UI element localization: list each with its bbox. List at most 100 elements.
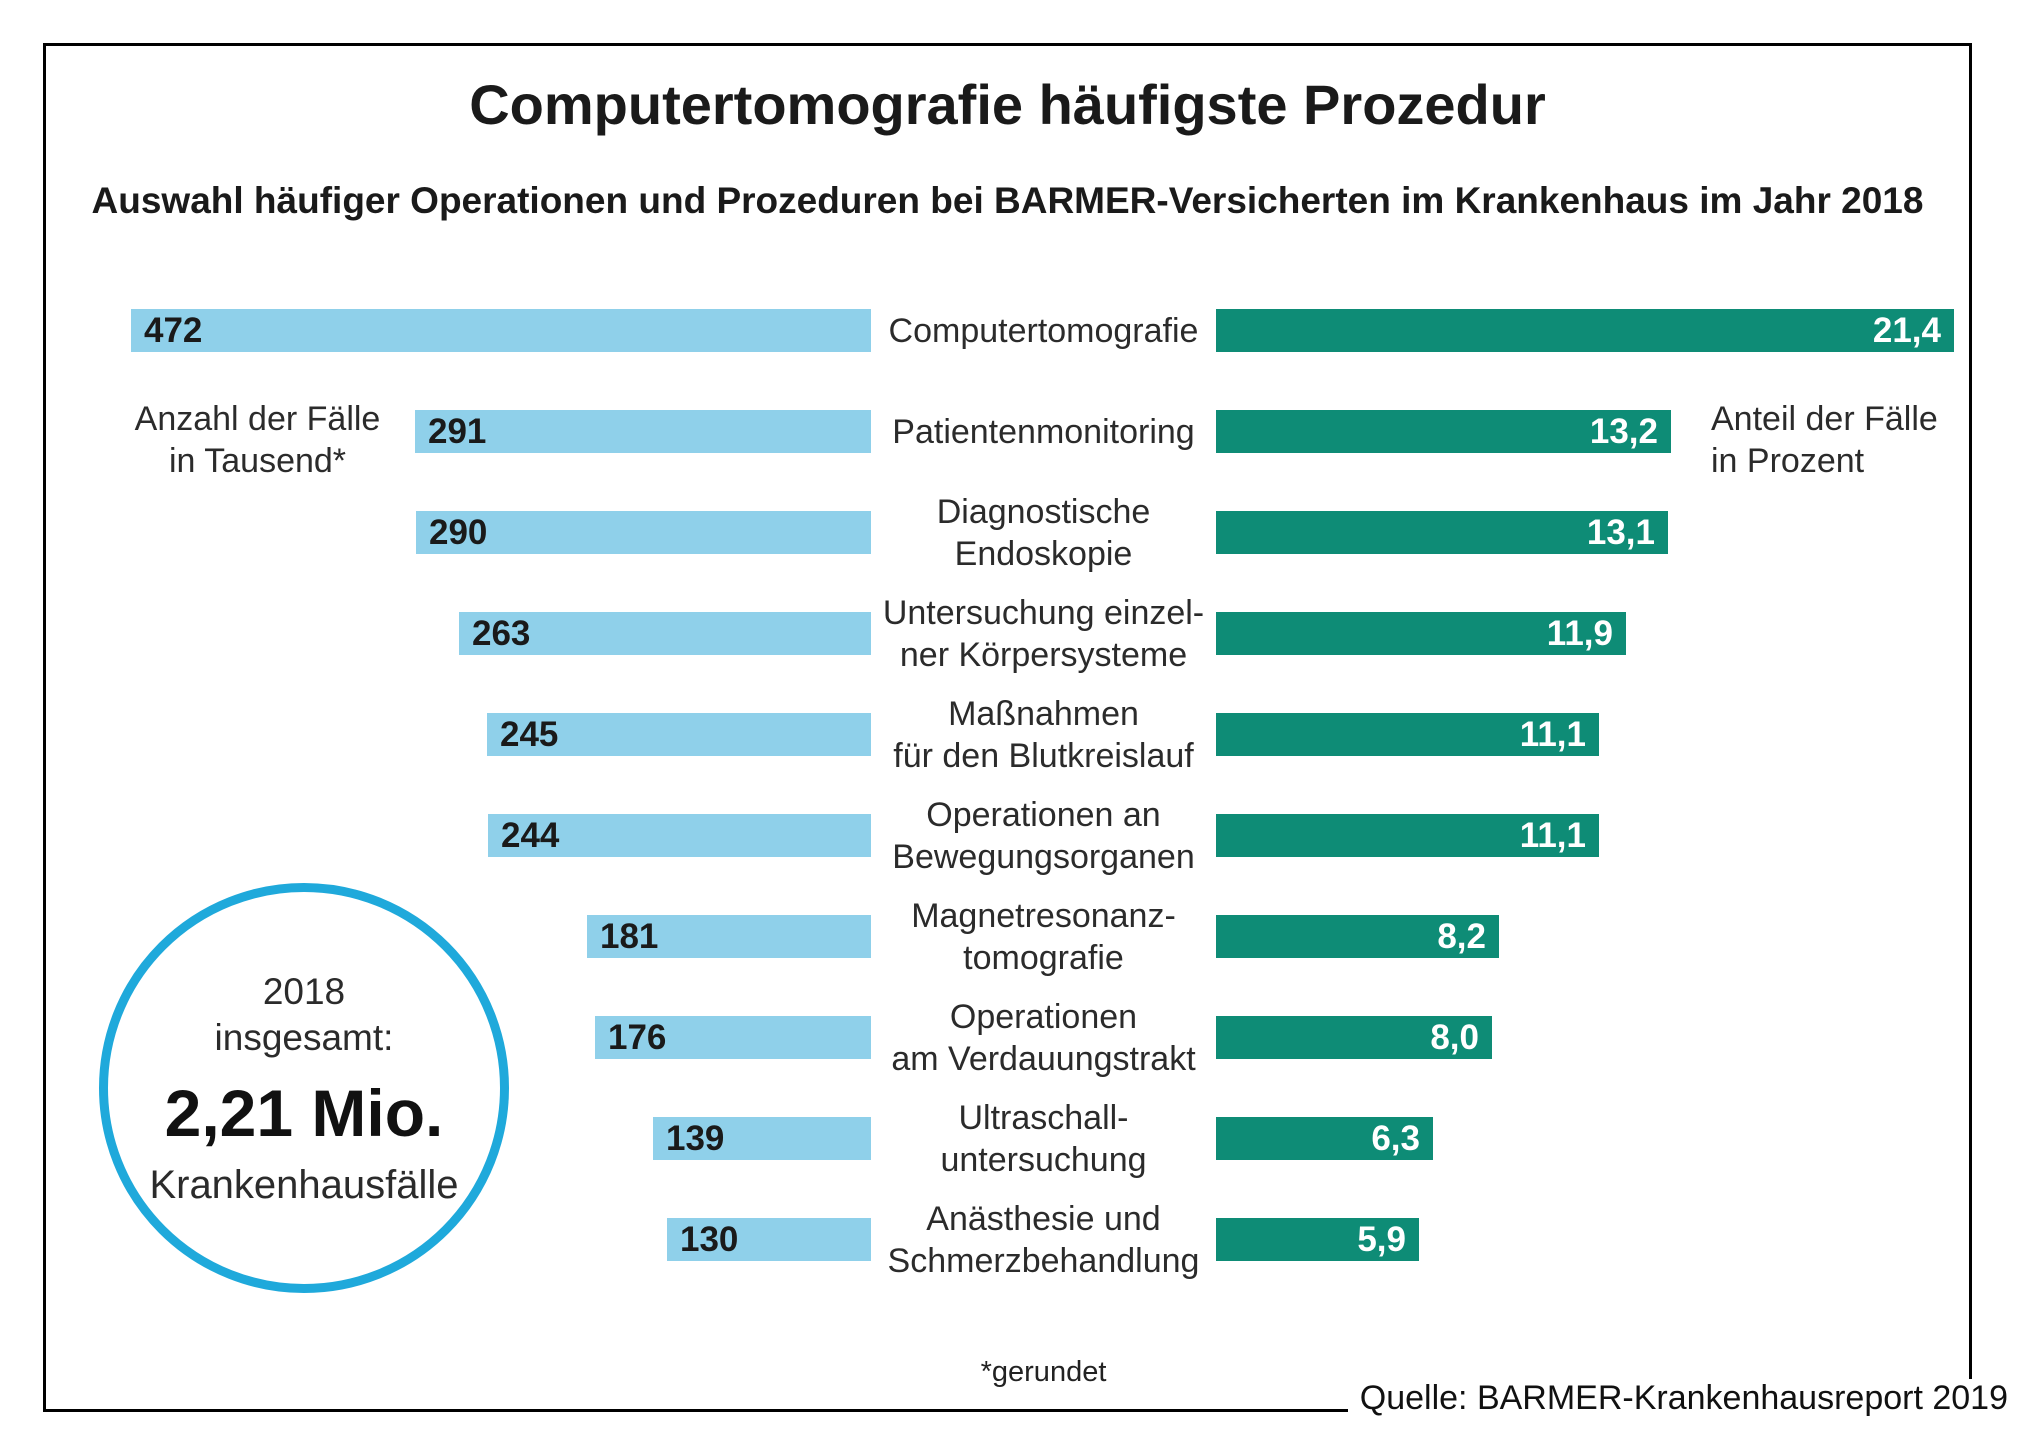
count-value-label: 139: [666, 1118, 725, 1158]
chart-row: 176 Operationen am Verdauungstrakt 8,0: [0, 987, 2017, 1088]
category-label-line: tomografie: [963, 938, 1124, 977]
count-bar: 290: [416, 511, 871, 554]
count-value-label: 245: [500, 714, 559, 754]
percent-value-label: 6,3: [1371, 1118, 1420, 1158]
percent-value-label: 11,1: [1519, 714, 1586, 754]
percent-value-label: 13,1: [1586, 512, 1655, 552]
category-label-line: Schmerzbehandlung: [887, 1241, 1200, 1280]
count-bar-area: 130: [0, 1189, 871, 1290]
total-circle-unit: Krankenhausfälle: [149, 1162, 459, 1207]
percent-value-label: 21,4: [1872, 310, 1941, 350]
percent-bar-area: 21,4: [1216, 280, 2017, 381]
category-label: Untersuchung einzel-ner Körpersysteme: [871, 583, 1216, 684]
count-bar: 130: [667, 1218, 871, 1261]
footnote: *gerundet: [980, 1356, 1107, 1388]
count-bar: 176: [595, 1016, 871, 1059]
percent-bar-area: 8,2: [1216, 886, 2017, 987]
category-label-line: Untersuchung einzel-: [882, 593, 1205, 632]
percent-bar-area: 6,3: [1216, 1088, 2017, 1189]
category-label: Diagnostische Endoskopie: [871, 482, 1216, 583]
percent-bar-area: 13,1: [1216, 482, 2017, 583]
category-label: Ultraschall-untersuchung: [871, 1088, 1216, 1189]
category-label: Operationen an Bewegungsorganen: [871, 785, 1216, 886]
percent-bar: 11,1: [1216, 713, 1599, 756]
percent-value-label: 13,2: [1589, 411, 1658, 451]
source-credit: Quelle: BARMER-Krankenhausreport 2019: [1347, 1379, 2012, 1424]
category-label-line: Diagnostische: [936, 492, 1151, 531]
percent-value-label: 8,2: [1437, 916, 1486, 956]
category-label-line: Ultraschall-: [958, 1098, 1129, 1137]
count-value-label: 290: [429, 512, 488, 552]
count-value-label: 291: [428, 411, 487, 451]
count-bar: 181: [587, 915, 871, 958]
chart-subtitle: Auswahl häufiger Operationen und Prozedu…: [91, 180, 1924, 221]
count-value-label: 176: [608, 1017, 667, 1057]
category-label-line: Bewegungsorganen: [892, 837, 1195, 876]
count-bar-area: 244: [0, 785, 871, 886]
category-label-line: Computertomografie: [888, 311, 1199, 350]
count-value-label: 244: [501, 815, 560, 855]
count-bar: 472: [131, 309, 871, 352]
count-bar: 244: [488, 814, 871, 857]
chart-row: 472 Computertomografie 21,4: [0, 280, 2017, 381]
total-circle-value: 2,21 Mio.: [164, 1075, 444, 1150]
category-label: Operationen am Verdauungstrakt: [871, 987, 1216, 1088]
chart-rows: 472 Computertomografie 21,4 291 Patientenmon…: [0, 280, 2017, 1290]
category-label-line: ner Körpersysteme: [899, 635, 1188, 674]
percent-bar: 6,3: [1216, 1117, 1433, 1160]
category-label-line: Magnetresonanz-: [911, 896, 1176, 935]
percent-value-label: 8,0: [1430, 1017, 1479, 1057]
percent-bar-area: 11,1: [1216, 684, 2017, 785]
percent-bar: 13,2: [1216, 410, 1671, 453]
chart-title: Computertomografie häufigste Prozedur: [469, 73, 1546, 136]
total-circle-caption: 2018 insgesamt:: [214, 970, 394, 1058]
category-label-line: am Verdauungstrakt: [891, 1039, 1196, 1078]
left-axis-label: Anzahl der Fälle in Tausend*: [134, 400, 381, 480]
percent-bar-area: 8,0: [1216, 987, 2017, 1088]
chart-frame: [43, 43, 1972, 1412]
category-label: Anästhesie und Schmerzbehandlung: [871, 1189, 1216, 1290]
count-value-label: 181: [600, 916, 659, 956]
percent-bar-area: 11,1: [1216, 785, 2017, 886]
count-bar-area: 139: [0, 1088, 871, 1189]
chart-row: 263 Untersuchung einzel-ner Körpersysteme…: [0, 583, 2017, 684]
category-label-line: Patientenmonitoring: [892, 412, 1195, 451]
percent-bar: 8,0: [1216, 1016, 1492, 1059]
percent-value-label: 5,9: [1357, 1219, 1406, 1259]
chart-row: 291 Patientenmonitoring 13,2: [0, 381, 2017, 482]
category-label: Magnetresonanz-tomografie: [871, 886, 1216, 987]
count-bar: 291: [415, 410, 871, 453]
count-value-label: 472: [144, 310, 203, 350]
percent-value-label: 11,9: [1546, 613, 1613, 653]
count-bar: 139: [653, 1117, 871, 1160]
chart-row: 245 Maßnahmen für den Blutkreislauf 11,1: [0, 684, 2017, 785]
percent-bar: 8,2: [1216, 915, 1499, 958]
count-bar-area: 245: [0, 684, 871, 785]
chart-row: 290 Diagnostische Endoskopie 13,1: [0, 482, 2017, 583]
percent-bar: 21,4: [1216, 309, 1954, 352]
percent-bar: 5,9: [1216, 1218, 1419, 1261]
chart-row: 244 Operationen an Bewegungsorganen 11,1: [0, 785, 2017, 886]
category-label-line: untersuchung: [940, 1140, 1147, 1179]
category-label-line: für den Blutkreislauf: [893, 736, 1194, 775]
category-label: Maßnahmen für den Blutkreislauf: [871, 684, 1216, 785]
count-bar-area: 176: [0, 987, 871, 1088]
total-circle: 2018 insgesamt: 2,21 Mio. Krankenhausfäl…: [99, 883, 509, 1293]
chart-row: 181 Magnetresonanz-tomografie 8,2: [0, 886, 2017, 987]
category-label: Computertomografie: [871, 280, 1216, 381]
category-label-line: Maßnahmen: [948, 694, 1139, 733]
right-axis-label: Anteil der Fälle in Prozent: [1711, 400, 1938, 480]
percent-bar: 13,1: [1216, 511, 1668, 554]
count-bar: 263: [459, 612, 871, 655]
count-bar-area: 181: [0, 886, 871, 987]
percent-bar-area: 11,9: [1216, 583, 2017, 684]
category-label-line: Operationen an: [926, 795, 1161, 834]
percent-value-label: 11,1: [1519, 815, 1586, 855]
chart-row: 139 Ultraschall-untersuchung 6,3: [0, 1088, 2017, 1189]
category-label-line: Anästhesie und: [926, 1199, 1161, 1238]
count-bar-area: 263: [0, 583, 871, 684]
count-bar-area: 290: [0, 482, 871, 583]
percent-bar-area: 5,9: [1216, 1189, 2017, 1290]
category-label: Patientenmonitoring: [871, 381, 1216, 482]
count-value-label: 263: [472, 613, 531, 653]
